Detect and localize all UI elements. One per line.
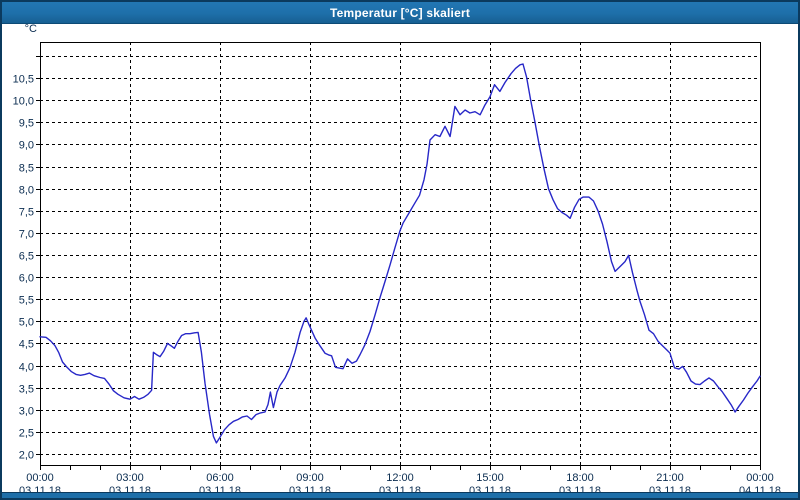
- y-tick-label: 10,5: [13, 74, 34, 86]
- x-tick-time-label: 15:00: [476, 472, 504, 484]
- x-tick-date-label: 03.11.18: [199, 485, 241, 496]
- x-tick-time-label: 00:00: [26, 472, 54, 484]
- x-tick-time-label: 03:00: [116, 472, 144, 484]
- y-tick-label: 8,0: [19, 185, 34, 197]
- y-tick-label: 3,5: [19, 384, 34, 396]
- temperature-series-line: [39, 63, 761, 444]
- x-tick-date-label: 03.11.18: [19, 485, 61, 496]
- x-tick-date-label: 03.11.18: [469, 485, 511, 496]
- x-tick-time-label: 18:00: [566, 472, 594, 484]
- y-tick-label: 2,5: [19, 428, 34, 440]
- x-tick-date-label: 03.11.18: [109, 485, 151, 496]
- y-tick-label: 8,5: [19, 163, 34, 175]
- y-tick-label: 7,5: [19, 207, 34, 219]
- x-tick-time-label: 12:00: [386, 472, 414, 484]
- y-tick-label: 4,5: [19, 339, 34, 351]
- x-tick-date-label: 03.11.18: [379, 485, 421, 496]
- window-titlebar[interactable]: Temperatur [°C] skaliert: [2, 2, 798, 24]
- y-tick-label: 7,0: [19, 229, 34, 241]
- y-tick-label: 6,5: [19, 251, 34, 263]
- y-tick-label: 10,0: [13, 96, 34, 108]
- y-tick-label: 9,5: [19, 118, 34, 130]
- y-tick-label: 3,0: [19, 406, 34, 418]
- x-tick-time-label: 09:00: [296, 472, 324, 484]
- y-tick-label: 5,5: [19, 295, 34, 307]
- x-tick-time-label: 00:00: [746, 472, 774, 484]
- x-tick-time-label: 21:00: [656, 472, 684, 484]
- window-title: Temperatur [°C] skaliert: [329, 5, 471, 20]
- y-tick-label: 6,0: [19, 273, 34, 285]
- y-tick-label: 2,0: [19, 450, 34, 462]
- y-axis-unit-label: °C: [25, 24, 37, 35]
- x-tick-date-label: 04.11.18: [739, 485, 781, 496]
- y-tick-label: 4,0: [19, 362, 34, 374]
- x-tick-date-label: 03.11.18: [559, 485, 601, 496]
- temperature-chart: 2,0 2,5 3,0 3,5 4,0 4,5 5,0 5,5 6,0 6,5 7,0 7,5 8,0 8…: [13, 24, 781, 496]
- y-tick-label: 5,0: [19, 317, 34, 329]
- x-tick-time-label: 06:00: [206, 472, 234, 484]
- x-tick-date-label: 03.11.18: [289, 485, 331, 496]
- plot-border: [40, 42, 761, 466]
- x-tick-date-label: 03.11.18: [649, 485, 691, 496]
- y-tick-label: 9,0: [19, 140, 34, 152]
- bottom-strip: [2, 492, 798, 498]
